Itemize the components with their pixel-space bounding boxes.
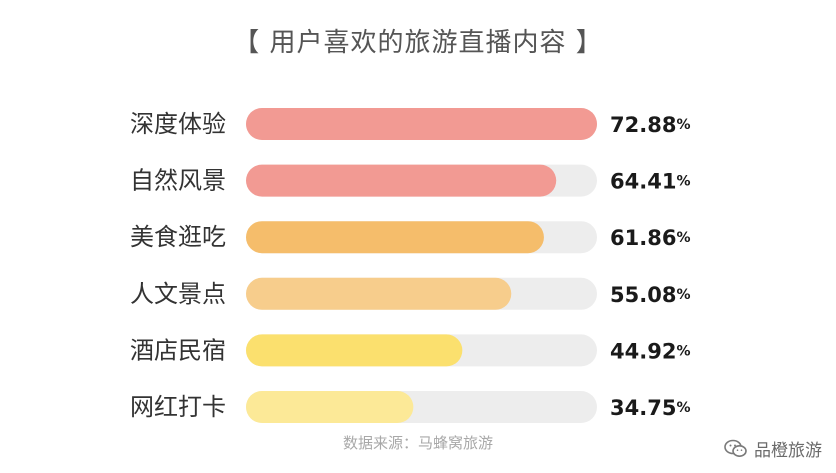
value-label: 34.75%	[610, 396, 690, 420]
bar	[246, 391, 414, 423]
category-label: 自然风景	[130, 167, 226, 195]
data-source-note: 数据来源：马蜂窝旅游	[342, 434, 493, 452]
bar	[246, 221, 544, 254]
value-label: 44.92%	[610, 339, 690, 363]
watermark: 品橙旅游	[724, 436, 822, 461]
category-label: 网红打卡	[130, 393, 226, 421]
bar	[246, 164, 557, 197]
wechat-icon	[724, 439, 747, 457]
value-label: 61.86%	[610, 226, 690, 250]
category-label: 美食逛吃	[130, 223, 226, 251]
chart-title: 【 用户喜欢的旅游直播内容 】	[233, 28, 603, 58]
value-label: 55.08%	[610, 283, 690, 307]
value-label: 64.41%	[610, 170, 690, 194]
bar	[246, 277, 512, 310]
bar	[246, 334, 463, 367]
bar	[246, 108, 597, 140]
watermark-text: 品橙旅游	[754, 441, 822, 461]
value-label: 72.88%	[610, 113, 690, 137]
category-label: 人文景点	[130, 280, 226, 308]
category-label: 深度体验	[130, 110, 226, 138]
category-label: 酒店民宿	[130, 336, 226, 364]
